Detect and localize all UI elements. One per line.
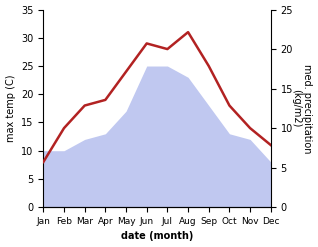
X-axis label: date (month): date (month) [121,231,193,242]
Y-axis label: max temp (C): max temp (C) [5,75,16,142]
Y-axis label: med. precipitation
(kg/m2): med. precipitation (kg/m2) [291,64,313,153]
